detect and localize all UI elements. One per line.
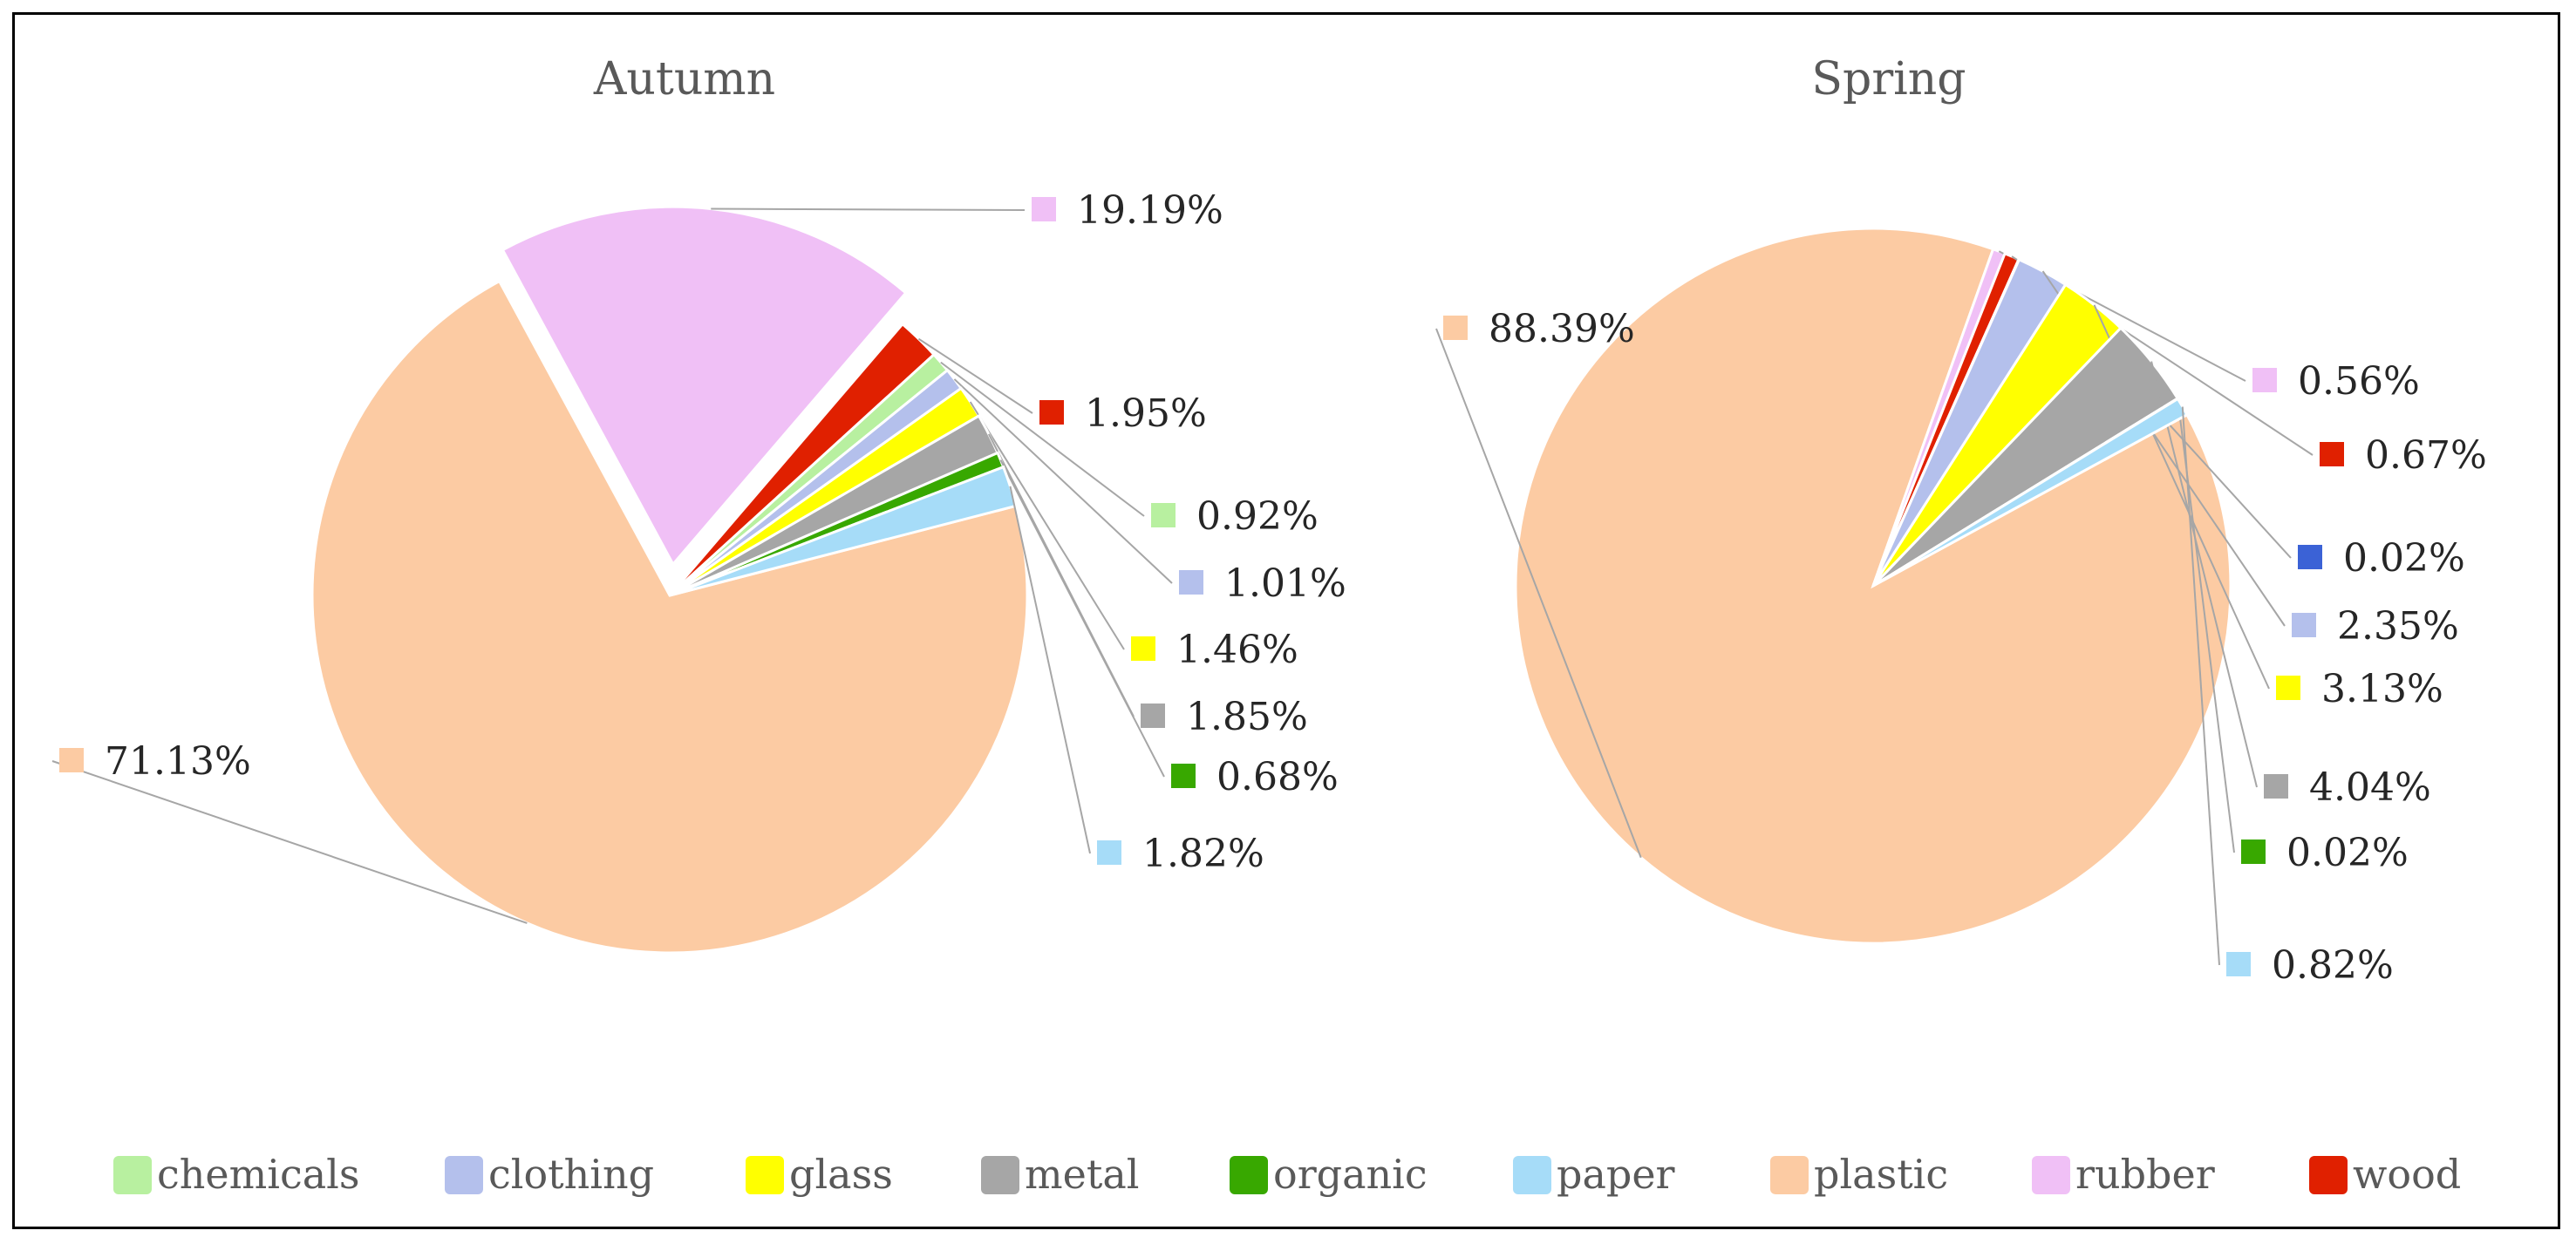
data-label-organic: 0.02% <box>2286 831 2409 875</box>
label-swatch-clothing <box>2292 613 2316 637</box>
data-label-clothing: 1.01% <box>1224 561 1346 606</box>
legend-label-chemicals: chemicals <box>157 1151 359 1198</box>
leader-line-paper <box>1009 486 1091 854</box>
leader-line-glass <box>969 401 1125 650</box>
data-label-plastic: 71.13% <box>105 739 251 784</box>
slice-paper <box>1872 397 2190 588</box>
data-label-rubber: 0.56% <box>2298 359 2420 404</box>
label-swatch-chemicals <box>1151 503 1176 527</box>
legend-label-metal: metal <box>1025 1151 1139 1198</box>
legend-swatch-paper <box>1513 1156 1551 1194</box>
data-label-clothing: 2.35% <box>2337 604 2459 649</box>
chart-title: Spring <box>1811 53 1966 105</box>
label-swatch-metal <box>1141 704 1165 728</box>
data-label-glass: 1.46% <box>1176 628 1298 672</box>
leader-line-wood <box>917 337 1033 414</box>
label-swatch-glass <box>1131 636 1155 661</box>
data-label-paper: 0.82% <box>2272 943 2394 988</box>
legend-swatch-rubber <box>2032 1156 2070 1194</box>
legend-label-rubber: rubber <box>2075 1151 2215 1198</box>
chart-title: Autumn <box>593 53 775 105</box>
label-swatch-chemicals <box>2298 545 2322 569</box>
legend-swatch-glass <box>746 1156 784 1194</box>
pie-autumn: Autumn 71.13% 19.19% 1.95% 0.92% 1.01% 1.46% 1.… <box>51 53 1346 955</box>
label-swatch-rubber <box>1032 197 1056 221</box>
leader-line-chemicals <box>940 361 1145 517</box>
leader-line-paper <box>2181 406 2220 966</box>
label-swatch-metal <box>2264 774 2288 799</box>
data-label-chemicals: 0.02% <box>2343 536 2465 581</box>
data-label-organic: 0.68% <box>1216 755 1339 799</box>
legend-swatch-organic <box>1230 1156 1268 1194</box>
legend-swatch-plastic <box>1770 1156 1809 1194</box>
legend-label-paper: paper <box>1557 1151 1675 1198</box>
label-swatch-paper <box>1097 840 1121 865</box>
label-swatch-rubber <box>2252 368 2277 392</box>
data-label-plastic: 88.39% <box>1489 307 1635 351</box>
legend-label-clothing: clothing <box>488 1151 654 1198</box>
leader-line-rubber <box>711 207 1026 211</box>
data-label-metal: 1.85% <box>1186 695 1308 739</box>
pie-spring: Spring 88.39% 0.56% 0.67% 0.02% 2.35% 3.13% 4.0… <box>1435 53 2487 988</box>
legend-label-wood: wood <box>2353 1151 2461 1198</box>
label-swatch-organic <box>2241 840 2266 864</box>
legend-swatch-wood <box>2309 1156 2348 1194</box>
legend-label-plastic: plastic <box>1814 1151 1948 1198</box>
legend-swatch-clothing <box>445 1156 483 1194</box>
legend-label-organic: organic <box>1273 1151 1428 1198</box>
label-swatch-wood <box>2320 442 2344 466</box>
data-label-metal: 4.04% <box>2309 765 2431 810</box>
label-swatch-wood <box>1039 400 1064 425</box>
label-swatch-clothing <box>1179 570 1203 595</box>
leader-line-organic <box>999 459 1165 778</box>
data-label-glass: 3.13% <box>2321 667 2443 711</box>
leader-line-plastic <box>1435 328 1642 859</box>
leader-line-plastic <box>51 760 528 924</box>
data-label-wood: 0.67% <box>2365 433 2487 478</box>
legend-label-glass: glass <box>789 1151 893 1198</box>
leader-line-metal <box>2150 361 2258 788</box>
label-swatch-plastic <box>59 748 84 772</box>
data-label-paper: 1.82% <box>1142 832 1264 876</box>
label-swatch-paper <box>2226 952 2251 976</box>
legend: chemicals clothing glass metal organic paper p… <box>113 1151 2461 1198</box>
legend-swatch-chemicals <box>113 1156 152 1194</box>
leader-line-clothing <box>953 378 1173 584</box>
data-label-chemicals: 0.92% <box>1196 494 1319 539</box>
label-swatch-glass <box>2276 676 2300 700</box>
data-label-rubber: 19.19% <box>1077 188 1223 233</box>
label-swatch-plastic <box>1443 316 1468 340</box>
data-label-wood: 1.95% <box>1085 391 1207 436</box>
label-swatch-organic <box>1171 764 1196 788</box>
slice-plastic <box>310 279 1029 955</box>
legend-swatch-metal <box>981 1156 1019 1194</box>
chart-frame <box>12 12 2560 1229</box>
